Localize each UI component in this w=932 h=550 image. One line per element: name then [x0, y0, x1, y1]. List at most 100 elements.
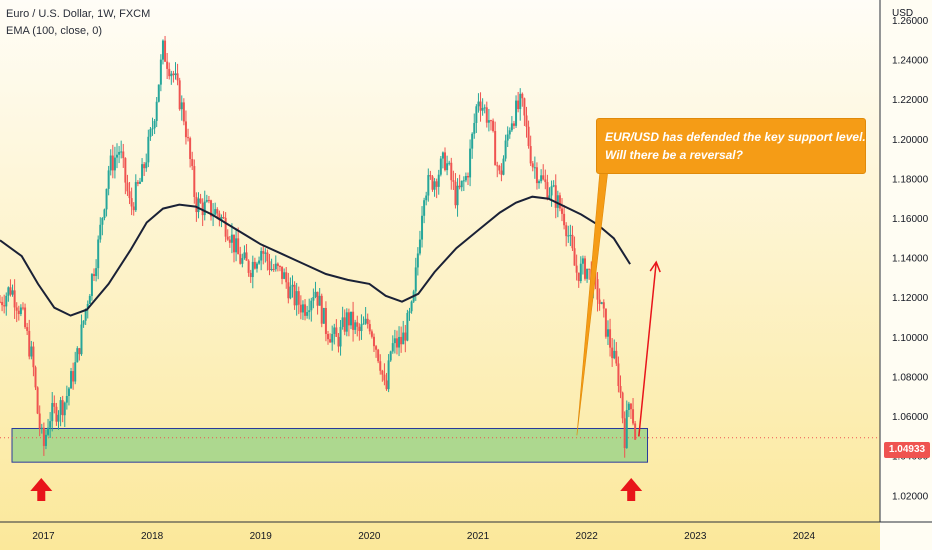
candle — [331, 325, 334, 351]
x-tick-label: 2023 — [684, 531, 707, 542]
candle — [9, 279, 12, 297]
candle — [381, 369, 384, 382]
candle — [297, 286, 300, 315]
candle — [111, 144, 114, 179]
candle — [132, 202, 135, 216]
candle — [602, 299, 605, 318]
candle — [444, 147, 447, 172]
candle — [364, 307, 367, 325]
last-price-tag: 1.04933 — [884, 442, 930, 458]
projection-arrow[interactable] — [638, 260, 661, 437]
candle — [36, 386, 39, 415]
candle — [51, 392, 54, 432]
candle — [471, 132, 474, 159]
candle — [13, 279, 16, 319]
candle — [322, 307, 325, 324]
candle — [393, 329, 396, 354]
candle — [611, 338, 614, 367]
up-arrow-icon[interactable] — [620, 478, 643, 501]
candle — [377, 348, 380, 364]
candle — [61, 395, 64, 423]
candle — [103, 208, 106, 221]
candle — [32, 341, 35, 377]
candle — [535, 162, 538, 190]
candle — [134, 174, 137, 212]
candle — [109, 149, 112, 176]
candle — [506, 126, 509, 148]
candle — [352, 301, 355, 342]
candle — [358, 323, 361, 341]
candle — [479, 92, 482, 122]
candle — [88, 293, 91, 305]
candle — [115, 143, 118, 169]
candle — [57, 410, 60, 430]
candle — [550, 180, 553, 207]
support-zone[interactable] — [11, 427, 649, 463]
symbol-title[interactable]: Euro / U.S. Dollar, 1W, FXCM — [6, 8, 151, 20]
candle — [458, 174, 461, 190]
candle — [255, 261, 258, 273]
y-tick-label: 1.22000 — [892, 95, 929, 106]
candle — [400, 326, 403, 353]
candle — [552, 180, 555, 188]
candle — [126, 174, 129, 196]
candle — [600, 301, 603, 305]
indicator-label[interactable]: EMA (100, close, 0) — [6, 25, 102, 37]
candle — [431, 175, 434, 192]
x-tick-label: 2020 — [358, 531, 381, 542]
up-arrow-icon[interactable] — [30, 478, 53, 501]
candle — [433, 178, 436, 197]
candle — [301, 300, 304, 320]
candle — [145, 153, 148, 172]
candle — [469, 139, 472, 187]
candle — [337, 332, 340, 353]
candle — [147, 129, 150, 168]
candle — [370, 329, 373, 339]
candle — [410, 300, 413, 314]
ema-line[interactable] — [0, 195, 631, 317]
candle — [368, 319, 371, 335]
candle — [615, 342, 618, 367]
candle — [604, 308, 607, 339]
candle — [124, 157, 127, 195]
candle — [517, 91, 520, 113]
candle — [427, 168, 430, 202]
candle — [53, 395, 56, 414]
candle — [414, 257, 417, 301]
callout-box[interactable]: EUR/USD has defended the key support lev… — [596, 118, 866, 174]
candle — [341, 306, 344, 330]
candle — [249, 269, 252, 283]
x-tick-label: 2019 — [250, 531, 273, 542]
candle — [153, 119, 156, 135]
candle — [464, 172, 467, 183]
y-tick-label: 1.26000 — [892, 16, 929, 27]
candle — [184, 110, 187, 145]
y-tick-label: 1.24000 — [892, 56, 929, 67]
x-tick-label: 2017 — [32, 531, 55, 542]
candle — [375, 344, 378, 358]
y-tick-label: 1.12000 — [892, 293, 929, 304]
candle — [632, 398, 635, 426]
candle — [623, 411, 626, 458]
candle — [627, 401, 630, 418]
candle — [168, 62, 171, 80]
candle — [441, 151, 444, 169]
candle — [170, 70, 173, 85]
candle — [335, 319, 338, 338]
candle — [149, 127, 152, 141]
candle — [34, 365, 37, 391]
candle — [26, 322, 29, 336]
y-tick-label: 1.18000 — [892, 174, 929, 185]
candle — [402, 320, 405, 345]
candle — [512, 120, 515, 130]
candle — [460, 180, 463, 192]
candle — [521, 92, 524, 107]
candle — [11, 284, 14, 297]
candle — [203, 190, 206, 221]
candle — [155, 96, 158, 128]
candle — [101, 217, 104, 236]
candle — [5, 292, 8, 316]
candle — [531, 161, 534, 172]
